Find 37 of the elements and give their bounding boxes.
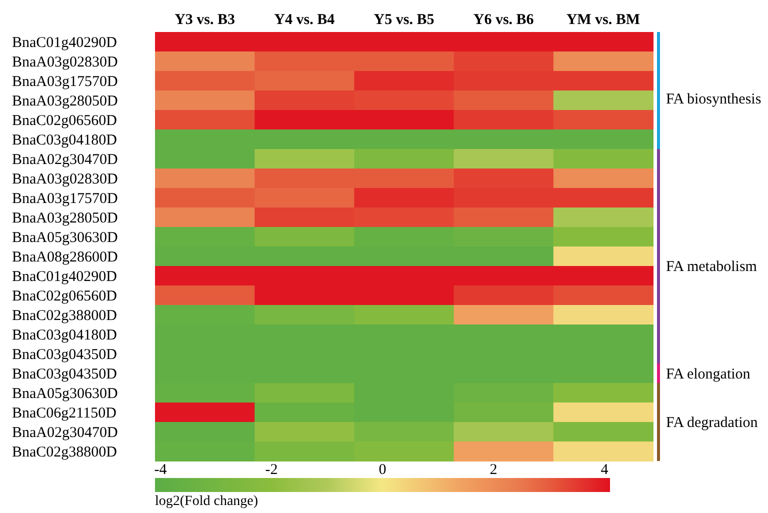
x-tick-label: Y6 vs. B6: [473, 12, 534, 28]
color-bar-label: 2: [490, 462, 498, 478]
y-tick-label: BnaC02g06560D: [12, 288, 118, 304]
text: FA metabolism: [666, 259, 758, 275]
y-tick-label: BnaC03g04180D: [12, 327, 118, 344]
text: FA elongation: [666, 366, 751, 382]
x-tick-label: YM vs. BM: [566, 12, 640, 28]
y-tick-label: BnaA02g30470D: [12, 152, 118, 168]
x-tick-label: Y4 vs. B4: [274, 12, 336, 28]
y-tick-label: BnaA03g28050D: [12, 93, 118, 110]
color-bar-label: -2: [265, 462, 278, 478]
y-tick-label: BnaA03g28050D: [12, 210, 118, 226]
color-bar-label: 0: [378, 462, 386, 478]
y-tick-label: BnaA03g17570D: [12, 190, 118, 207]
text: FA degradation: [666, 415, 758, 431]
y-tick-label: BnaC03g04350D: [12, 346, 118, 363]
y-tick-label: BnaC01g40290D: [12, 268, 118, 285]
x-tick-label: Y5 vs. B5: [374, 12, 434, 28]
text: FA biosynthesis: [666, 91, 762, 108]
y-tick-label: BnaA05g30630D: [12, 230, 118, 246]
y-tick-label: BnaA05g30630D: [12, 386, 118, 402]
y-tick-label: BnaC06g21150D: [12, 405, 117, 422]
y-tick-label: BnaC03g04180D: [12, 132, 118, 148]
y-tick-label: BnaC02g38800D: [12, 444, 118, 460]
y-tick-label: BnaC02g06560D: [12, 112, 118, 129]
color-bar-label: -4: [154, 462, 168, 478]
y-tick-label: BnaA02g30470D: [12, 424, 118, 441]
y-tick-label: BnaA03g02830D: [12, 171, 118, 188]
y-tick-label: BnaA08g28600D: [12, 249, 118, 266]
y-tick-label: BnaC01g40290D: [12, 34, 118, 51]
y-tick-label: BnaC02g38800D: [12, 308, 118, 324]
y-tick-label: BnaA03g17570D: [12, 74, 118, 90]
color-bar-label: 4: [600, 462, 609, 478]
y-tick-label: BnaA03g02830D: [12, 54, 118, 70]
color-bar-title: log2(Fold change): [155, 494, 258, 509]
y-tick-label: BnaC03g04350D: [12, 366, 118, 382]
x-tick-label: Y3 vs. B3: [174, 12, 236, 28]
